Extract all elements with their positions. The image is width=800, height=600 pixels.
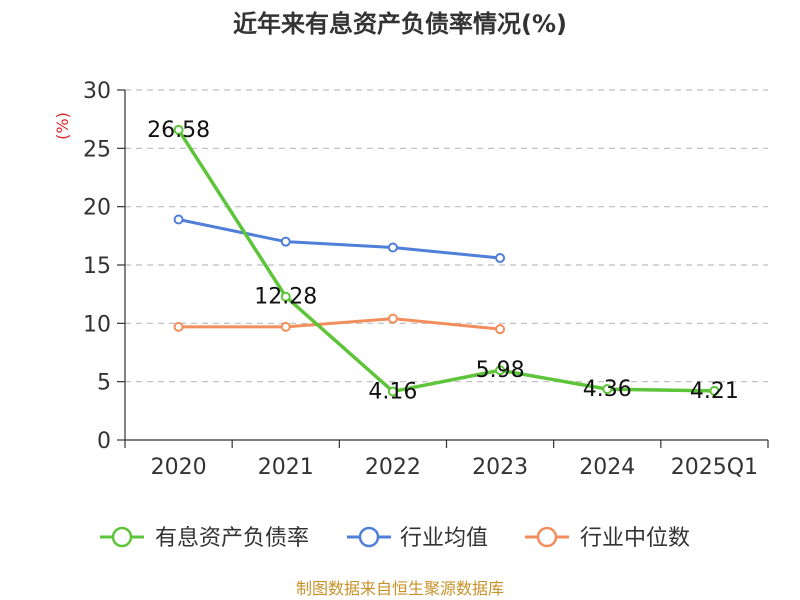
- y-tick-labels: 0 5 10 15 20 25 30: [83, 79, 111, 454]
- y-tick-label-5: 5: [97, 371, 111, 396]
- x-tick-label-2020: 2020: [151, 455, 207, 480]
- point-0-0: [173, 124, 184, 135]
- data-label-3: 5.98: [476, 358, 525, 383]
- data-label-4: 4.36: [583, 377, 632, 402]
- point-1-1: [280, 236, 291, 247]
- point-2-2: [387, 313, 398, 324]
- legend-marker-0: [111, 526, 133, 548]
- series-lines: [176, 128, 717, 394]
- legend-marker-1: [358, 526, 380, 548]
- x-tick-label-2023: 2023: [472, 455, 528, 480]
- x-tick-label-2024: 2024: [579, 455, 635, 480]
- series-line-1: [177, 218, 502, 260]
- data-label-2: 4.16: [368, 379, 417, 404]
- gridlines: [125, 89, 768, 383]
- x-tick-label-2025Q1: 2025Q1: [671, 455, 758, 480]
- point-1-2: [387, 242, 398, 253]
- legend-marker-2: [536, 526, 558, 548]
- data-label-0: 26.58: [147, 118, 210, 143]
- x-tick-labels: 2020 2021 2022 2023 2024 2025Q1: [151, 455, 758, 480]
- y-tick-label-15: 15: [83, 254, 111, 279]
- legend-label-2: 行业中位数: [580, 526, 690, 551]
- x-tick-label-2021: 2021: [258, 455, 314, 480]
- data-labels: 26.58 12.28 4.16 5.98 4.36 4.21: [147, 118, 739, 405]
- legend-label-0: 有息资产负债率: [155, 526, 309, 551]
- data-label-5: 4.21: [690, 379, 739, 404]
- axes: [117, 89, 769, 448]
- point-0-1: [280, 291, 291, 302]
- point-0-3: [495, 365, 506, 376]
- chart-title: 近年来有息资产负债率情况(%): [233, 10, 567, 38]
- point-0-4: [602, 384, 613, 395]
- x-tick-label-2022: 2022: [365, 455, 421, 480]
- legend-label-1: 行业均值: [400, 526, 488, 551]
- source-note: 制图数据来自恒生聚源数据库: [296, 579, 504, 598]
- series-points: [173, 124, 720, 397]
- legend: 有息资产负债率 行业均值 行业中位数: [100, 526, 690, 551]
- point-1-0: [173, 214, 184, 225]
- point-0-5: [709, 385, 720, 396]
- series-line-2: [177, 317, 502, 331]
- data-label-1: 12.28: [254, 285, 317, 310]
- y-tick-label-0: 0: [97, 429, 111, 454]
- y-axis-label: (%): [53, 112, 72, 140]
- y-tick-label-20: 20: [83, 196, 111, 221]
- point-2-3: [495, 324, 506, 335]
- point-2-0: [173, 321, 184, 332]
- y-tick-label-25: 25: [83, 137, 111, 162]
- series-line-0: [176, 128, 717, 394]
- y-tick-label-30: 30: [83, 79, 111, 104]
- point-0-2: [387, 386, 398, 397]
- y-tick-label-10: 10: [83, 312, 111, 337]
- point-1-3: [495, 253, 506, 263]
- point-2-1: [280, 321, 291, 332]
